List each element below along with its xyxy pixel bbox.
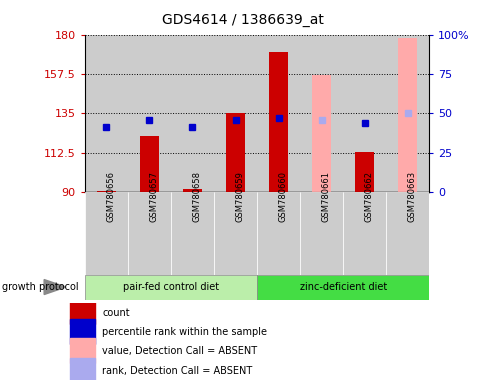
Bar [85,192,128,275]
Bar [342,35,385,192]
Text: pair-fed control diet: pair-fed control diet [122,282,219,292]
Bar [213,35,257,192]
Bar [257,275,428,300]
Bar [257,35,300,192]
Bar [397,38,417,192]
Bar [268,52,287,192]
Text: value, Detection Call = ABSENT: value, Detection Call = ABSENT [102,346,257,356]
Text: GSM780663: GSM780663 [407,170,416,222]
Bar [170,192,213,275]
Bar [128,35,170,192]
Bar [70,338,95,363]
Text: GSM780662: GSM780662 [364,170,373,222]
Bar [213,192,257,275]
Bar [300,192,342,275]
Text: zinc-deficient diet: zinc-deficient diet [299,282,386,292]
Bar [70,358,95,382]
Bar [226,113,245,192]
Bar [139,136,159,192]
Bar [96,191,116,192]
Text: GDS4614 / 1386639_at: GDS4614 / 1386639_at [161,13,323,27]
Text: GSM780659: GSM780659 [235,171,244,222]
Text: growth protocol: growth protocol [2,282,79,292]
Bar [343,192,385,275]
Bar [354,152,374,192]
Polygon shape [44,280,66,295]
Bar [385,192,428,275]
Text: GSM780657: GSM780657 [149,170,158,222]
Bar [311,75,331,192]
Text: percentile rank within the sample: percentile rank within the sample [102,327,267,337]
Bar [385,35,428,192]
Bar [70,319,95,344]
Bar [85,35,128,192]
Bar [170,35,213,192]
Text: GSM780661: GSM780661 [321,170,330,222]
Text: GSM780658: GSM780658 [192,170,201,222]
Bar [128,192,170,275]
Bar [257,192,300,275]
Bar [85,275,257,300]
Text: GSM780660: GSM780660 [278,170,287,222]
Bar [70,300,95,324]
Text: count: count [102,308,129,318]
Bar [182,189,202,192]
Text: GSM780656: GSM780656 [106,170,115,222]
Text: rank, Detection Call = ABSENT: rank, Detection Call = ABSENT [102,366,252,376]
Bar [300,35,342,192]
